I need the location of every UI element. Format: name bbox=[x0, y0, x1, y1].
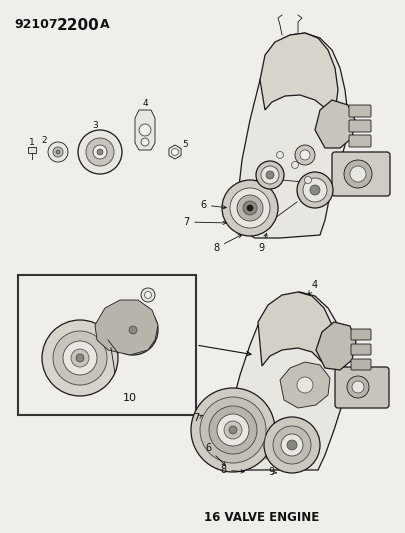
Text: 9: 9 bbox=[257, 233, 266, 253]
Circle shape bbox=[280, 434, 302, 456]
Circle shape bbox=[53, 147, 63, 157]
Circle shape bbox=[190, 388, 274, 472]
Polygon shape bbox=[315, 322, 355, 370]
Text: 5: 5 bbox=[182, 140, 188, 149]
Circle shape bbox=[78, 130, 122, 174]
Text: 9: 9 bbox=[267, 467, 276, 477]
Text: 2: 2 bbox=[41, 135, 47, 144]
Bar bbox=[18, 275, 196, 415]
Circle shape bbox=[56, 150, 60, 154]
Circle shape bbox=[141, 288, 155, 302]
Circle shape bbox=[141, 138, 149, 146]
Polygon shape bbox=[279, 362, 329, 408]
Circle shape bbox=[343, 160, 371, 188]
Circle shape bbox=[299, 150, 309, 160]
Polygon shape bbox=[228, 292, 345, 470]
Polygon shape bbox=[95, 300, 158, 355]
FancyBboxPatch shape bbox=[334, 367, 388, 408]
Circle shape bbox=[224, 421, 241, 439]
Text: 16 VALVE ENGINE: 16 VALVE ENGINE bbox=[204, 512, 319, 524]
FancyBboxPatch shape bbox=[348, 120, 370, 132]
Circle shape bbox=[291, 161, 298, 168]
Circle shape bbox=[276, 151, 283, 158]
Circle shape bbox=[48, 142, 68, 162]
Text: 8: 8 bbox=[220, 465, 244, 475]
Circle shape bbox=[42, 320, 118, 396]
Text: 10: 10 bbox=[123, 393, 136, 403]
Circle shape bbox=[97, 149, 103, 155]
Circle shape bbox=[139, 124, 151, 136]
Circle shape bbox=[222, 180, 277, 236]
Circle shape bbox=[237, 195, 262, 221]
Circle shape bbox=[265, 171, 273, 179]
FancyBboxPatch shape bbox=[331, 152, 389, 196]
Circle shape bbox=[260, 166, 278, 184]
Circle shape bbox=[86, 138, 114, 166]
Circle shape bbox=[351, 381, 363, 393]
Circle shape bbox=[144, 292, 151, 298]
Text: 3: 3 bbox=[92, 120, 98, 130]
Polygon shape bbox=[314, 100, 354, 148]
Text: 4: 4 bbox=[142, 99, 147, 108]
Circle shape bbox=[171, 149, 178, 156]
Polygon shape bbox=[259, 33, 337, 112]
Polygon shape bbox=[237, 33, 347, 238]
Circle shape bbox=[116, 313, 149, 347]
Circle shape bbox=[216, 414, 248, 446]
Text: 7: 7 bbox=[183, 217, 226, 227]
Polygon shape bbox=[135, 110, 155, 150]
Circle shape bbox=[263, 417, 319, 473]
Circle shape bbox=[129, 326, 136, 334]
Text: 6: 6 bbox=[205, 443, 225, 465]
FancyBboxPatch shape bbox=[350, 344, 370, 355]
Circle shape bbox=[228, 426, 237, 434]
Circle shape bbox=[256, 161, 284, 189]
FancyBboxPatch shape bbox=[350, 359, 370, 370]
Circle shape bbox=[272, 426, 310, 464]
Circle shape bbox=[230, 188, 269, 228]
Circle shape bbox=[246, 205, 252, 211]
Text: 6: 6 bbox=[200, 200, 226, 210]
Polygon shape bbox=[28, 147, 36, 153]
Circle shape bbox=[93, 145, 107, 159]
Circle shape bbox=[71, 349, 89, 367]
Circle shape bbox=[53, 331, 107, 385]
Circle shape bbox=[296, 377, 312, 393]
Polygon shape bbox=[257, 292, 335, 368]
Circle shape bbox=[304, 176, 311, 183]
Text: 4: 4 bbox=[308, 280, 318, 294]
FancyBboxPatch shape bbox=[348, 135, 370, 147]
Text: 1: 1 bbox=[29, 138, 35, 147]
Circle shape bbox=[309, 185, 319, 195]
Circle shape bbox=[124, 321, 142, 339]
Circle shape bbox=[346, 376, 368, 398]
Circle shape bbox=[108, 305, 158, 355]
Text: 8: 8 bbox=[213, 235, 241, 253]
Circle shape bbox=[209, 406, 256, 454]
Circle shape bbox=[286, 440, 296, 450]
Circle shape bbox=[302, 178, 326, 202]
Circle shape bbox=[294, 145, 314, 165]
Text: 92107: 92107 bbox=[14, 18, 58, 31]
Text: 2200: 2200 bbox=[57, 18, 100, 33]
Polygon shape bbox=[168, 145, 181, 159]
Circle shape bbox=[200, 397, 265, 463]
Text: A: A bbox=[100, 18, 109, 31]
Circle shape bbox=[296, 172, 332, 208]
FancyBboxPatch shape bbox=[348, 105, 370, 117]
Circle shape bbox=[349, 166, 365, 182]
Circle shape bbox=[63, 341, 97, 375]
Circle shape bbox=[243, 201, 256, 215]
Text: 7: 7 bbox=[192, 413, 202, 423]
Circle shape bbox=[76, 354, 84, 362]
FancyBboxPatch shape bbox=[350, 329, 370, 340]
